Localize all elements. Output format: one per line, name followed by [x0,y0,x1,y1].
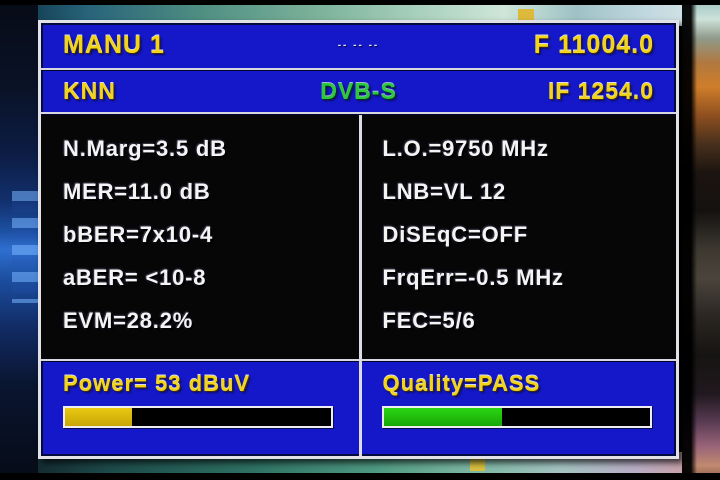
center-divider-line [359,115,362,456]
measurement-row: MER=11.0 dB [63,179,211,204]
mode-label: MANU 1 [63,31,165,59]
if-frequency-label: IF 1254.0 [547,78,654,104]
measurements-left-column: N.Marg=3.5 dB MER=11.0 dB bBER=7x10-4 aB… [41,115,357,359]
separator-line [41,359,676,362]
quality-bar [382,406,653,428]
measurement-row: EVM=28.2% [63,308,194,333]
bottom-black-bar [0,473,720,480]
measurement-row: LNB=VL 12 [382,179,507,204]
background-left-glow [12,185,38,303]
separator-line [41,112,676,115]
measurements-right-column: L.O.=9750 MHz LNB=VL 12 DiSEqC=OFF FrqEr… [357,115,677,359]
measurement-row: N.Marg=3.5 dB [63,136,227,161]
signal-bars-area: Power= 53 dBuV Quality=PASS [41,362,676,456]
standard-label: DVB-S [320,78,397,104]
measurement-row: bBER=7x10-4 [63,222,214,247]
quality-label: Quality=PASS [382,371,541,396]
background-yellow-square-bottom [470,456,485,471]
status-dashes: -- -- -- [337,40,380,51]
frequency-label: F 11004.0 [533,31,654,59]
measurement-row: FEC=5/6 [382,308,476,333]
power-label: Power= 53 dBuV [63,371,251,396]
power-bar-fill [65,408,132,426]
quality-bar-fill [384,408,502,426]
measurement-row: FrqErr=-0.5 MHz [382,265,564,290]
power-section: Power= 53 dBuV [41,362,358,456]
header-row: MANU 1 -- -- -- F 11004.0 [41,23,676,68]
top-black-bar [0,0,720,5]
background-right-cityscape [682,0,720,480]
meter-panel: MANU 1 -- -- -- F 11004.0 KNN DVB-S IF 1… [38,20,679,459]
separator-line [41,68,676,71]
quality-section: Quality=PASS [358,362,676,456]
measurement-row: aBER= <10-8 [63,265,207,290]
measurements-area: N.Marg=3.5 dB MER=11.0 dB bBER=7x10-4 aB… [41,115,676,359]
power-bar [63,406,333,428]
channel-name-label: KNN [63,78,116,104]
subheader-row: KNN DVB-S IF 1254.0 [41,71,676,112]
measurement-row: L.O.=9750 MHz [382,136,549,161]
measurement-row: DiSEqC=OFF [382,222,529,247]
